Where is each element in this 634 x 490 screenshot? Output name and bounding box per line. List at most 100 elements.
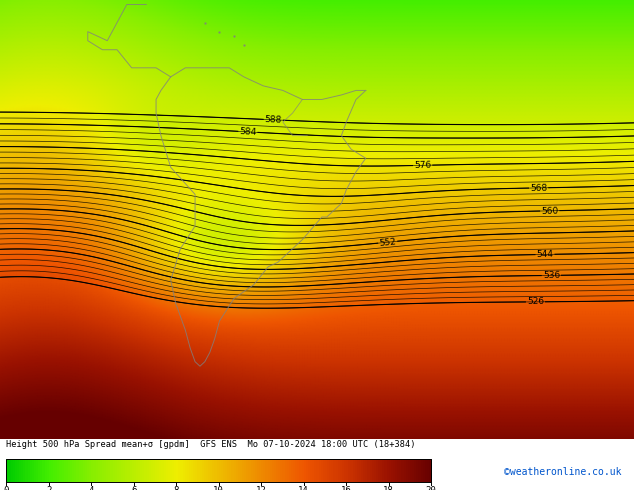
Bar [293,459,296,482]
Bar [297,459,300,482]
Bar [110,459,113,482]
Bar [77,459,79,482]
Bar [302,459,304,482]
Bar [127,459,130,482]
Bar [157,459,160,482]
Bar [53,459,56,482]
Bar [193,459,196,482]
Bar [34,459,37,482]
Bar [333,459,336,482]
Bar [146,459,149,482]
Bar [308,459,311,482]
Bar [178,459,181,482]
Bar [351,459,353,482]
Bar [140,459,143,482]
Bar [359,459,361,482]
Bar [408,459,411,482]
Bar [414,459,417,482]
Bar [327,459,330,482]
Bar [342,459,345,482]
Bar [23,459,26,482]
Bar [295,459,298,482]
Bar [68,459,70,482]
Bar [129,459,133,482]
Text: 16: 16 [341,487,351,490]
Bar [420,459,424,482]
Bar [183,459,185,482]
Text: 6: 6 [131,487,136,490]
Bar [353,459,355,482]
Bar [174,459,177,482]
Bar [165,459,169,482]
Bar [55,459,58,482]
Bar [170,459,172,482]
Bar [63,459,67,482]
Text: 2: 2 [46,487,51,490]
Bar [72,459,75,482]
Text: 12: 12 [256,487,266,490]
Bar [61,459,64,482]
Bar [121,459,124,482]
Bar [104,459,107,482]
Bar [287,459,290,482]
Bar [427,459,430,482]
Bar [280,459,283,482]
Bar [208,459,211,482]
Bar [162,459,164,482]
Bar [250,459,254,482]
Text: 4: 4 [89,487,94,490]
Bar [231,459,234,482]
Bar [274,459,276,482]
Bar [44,459,48,482]
Bar [202,459,205,482]
Bar [30,459,32,482]
Bar [176,459,179,482]
Bar [155,459,158,482]
Bar [389,459,391,482]
Text: 560: 560 [541,206,559,216]
Bar [233,459,236,482]
Bar [11,459,13,482]
Bar [21,459,24,482]
Bar [100,459,103,482]
Bar [25,459,28,482]
Bar [365,459,368,482]
Bar [81,459,84,482]
Bar [236,459,238,482]
Bar [13,459,15,482]
Bar [15,459,18,482]
Text: 10: 10 [214,487,224,490]
Bar [219,459,221,482]
Bar [268,459,270,482]
Bar [108,459,111,482]
Bar [148,459,152,482]
Bar [417,459,419,482]
Bar [272,459,275,482]
Bar [132,459,134,482]
Bar [212,459,215,482]
Bar [204,459,207,482]
Bar [397,459,400,482]
Bar [310,459,313,482]
Bar [70,459,73,482]
Bar [285,459,287,482]
Bar [225,459,228,482]
Bar [189,459,191,482]
Bar [325,459,328,482]
Text: 568: 568 [530,183,547,193]
Bar [51,459,54,482]
Bar [291,459,294,482]
Bar [361,459,364,482]
Bar [138,459,141,482]
Bar [340,459,342,482]
Bar [19,459,22,482]
Bar [32,459,35,482]
Bar [247,459,249,482]
Bar [164,459,166,482]
Bar [214,459,217,482]
Bar [41,459,43,482]
Bar [87,459,90,482]
Text: 18: 18 [384,487,394,490]
Text: 536: 536 [543,271,560,280]
Bar [102,459,105,482]
